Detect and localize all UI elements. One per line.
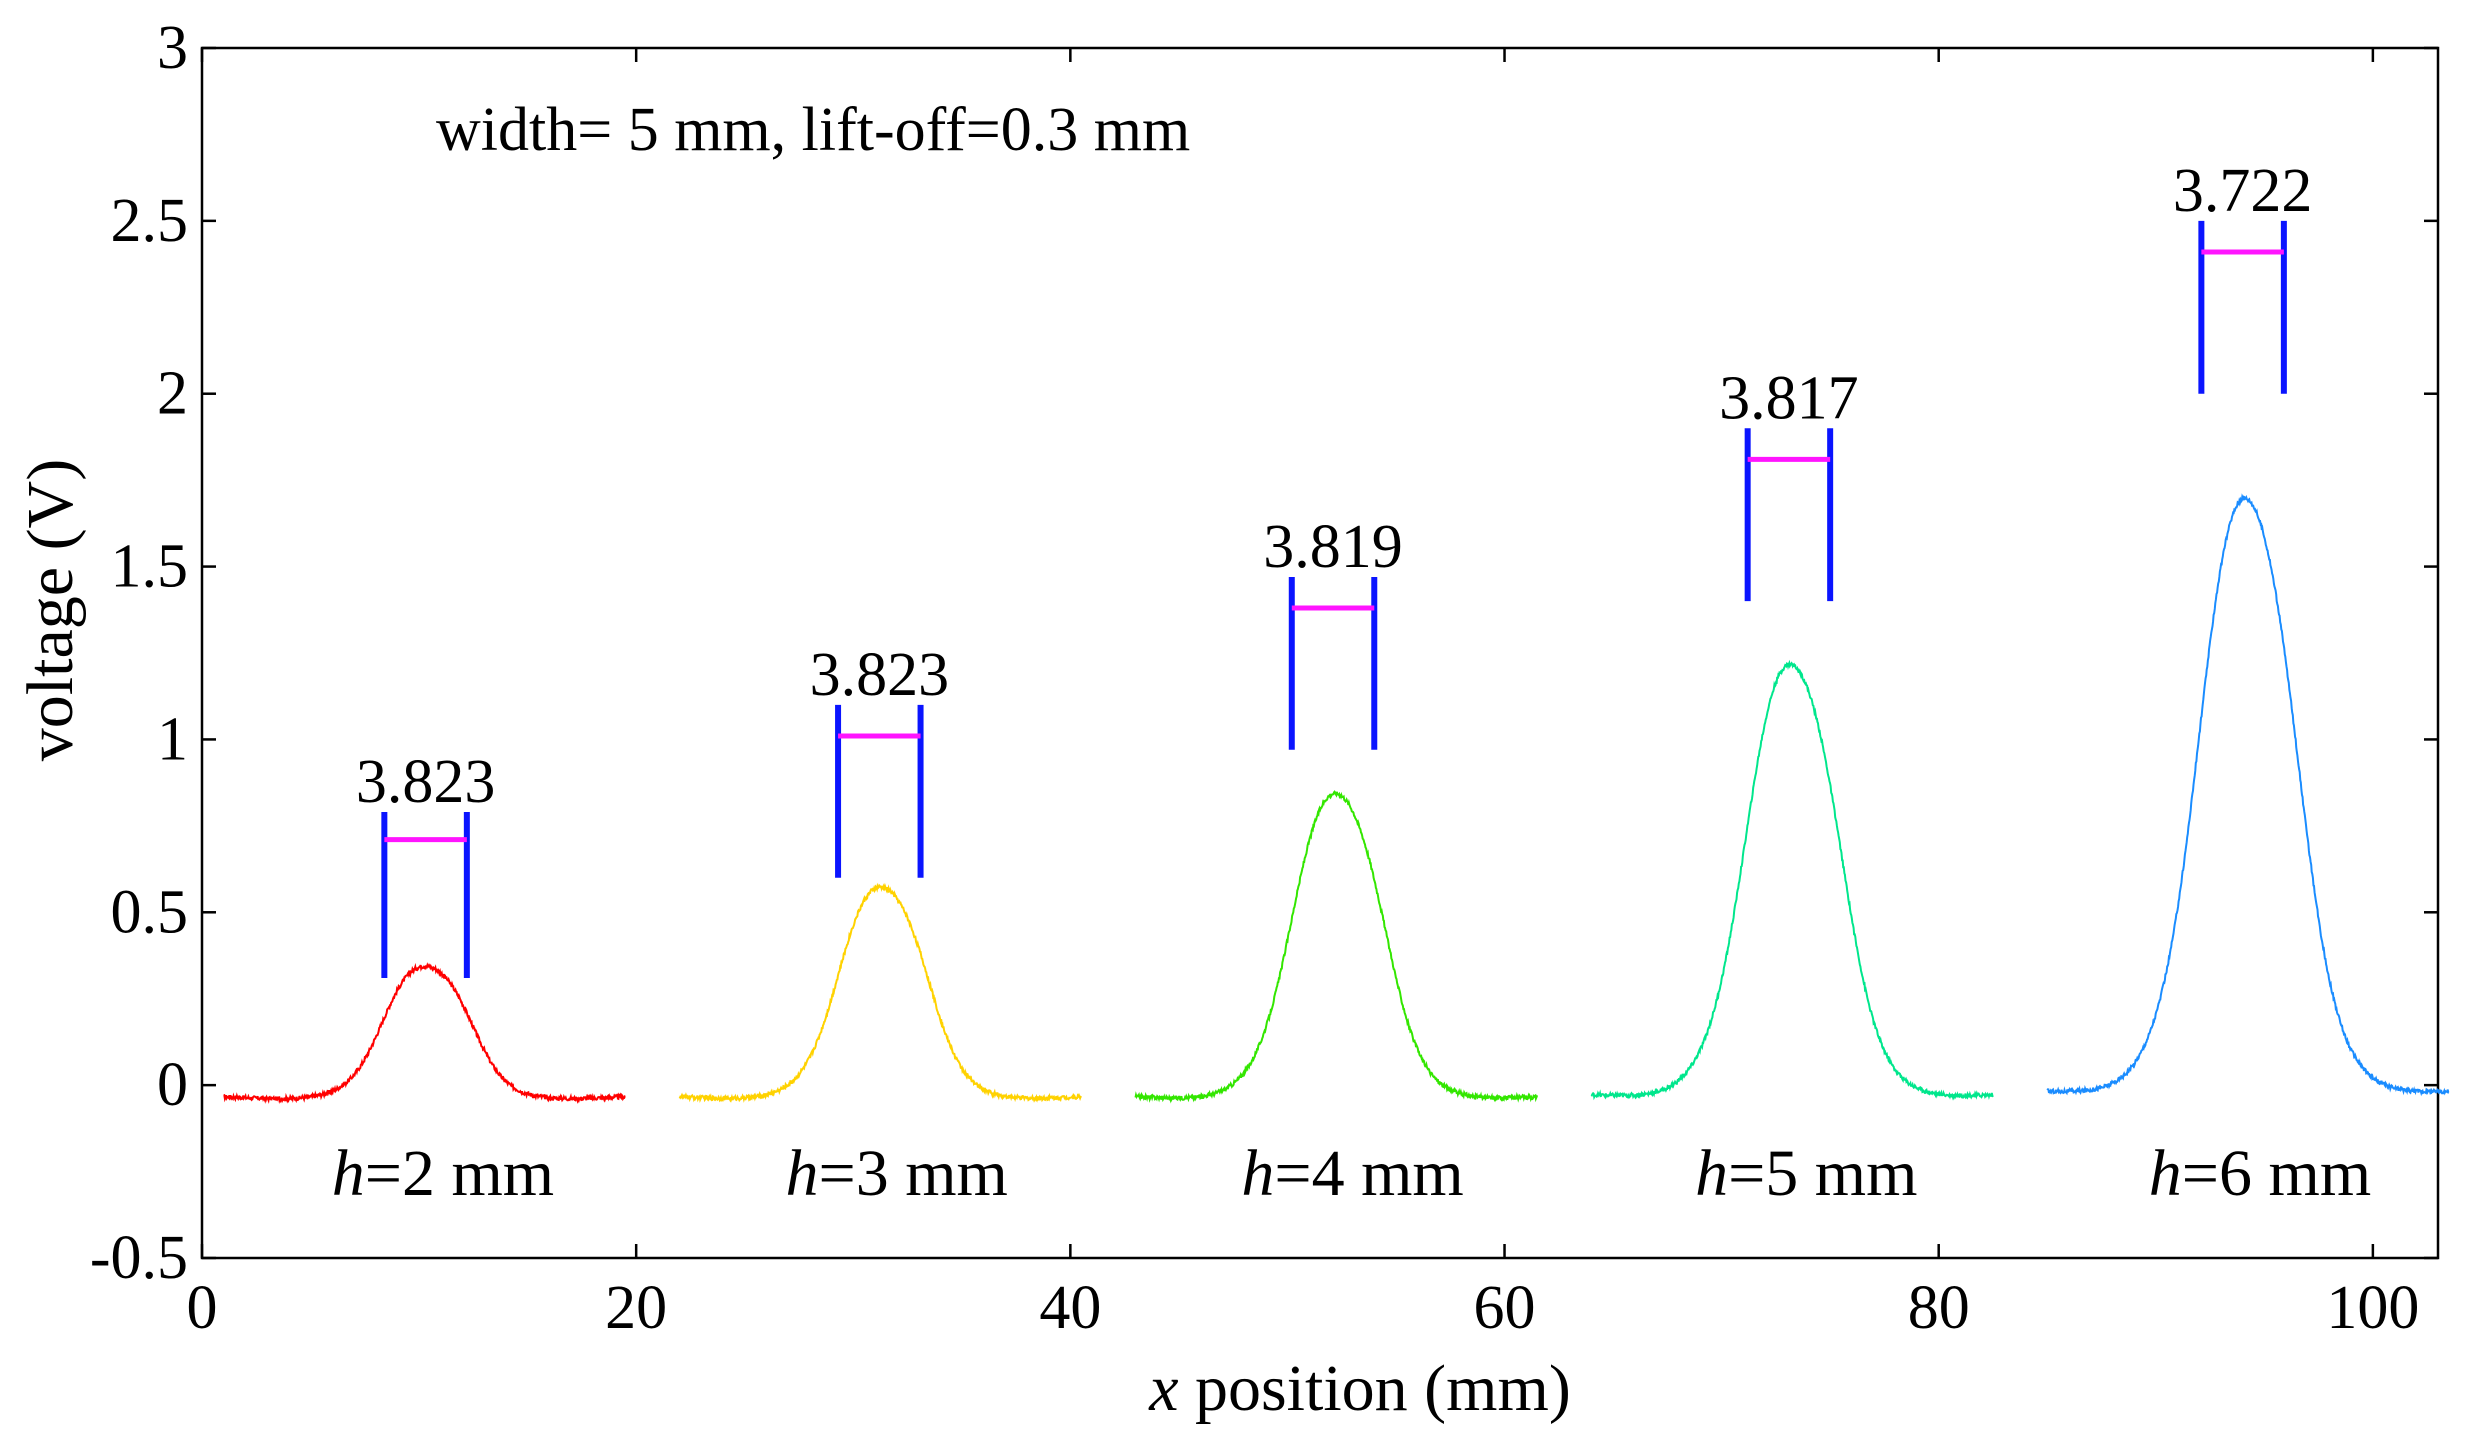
series-line-5 — [2046, 493, 2450, 1097]
series-layer — [223, 493, 2450, 1105]
peak-value-label: 3.823 — [810, 641, 950, 709]
height-label: h=3 mm — [785, 1137, 1007, 1210]
x-tick-label: 80 — [1908, 1274, 1970, 1342]
height-label: h=2 mm — [332, 1137, 554, 1210]
x-tick-label: 40 — [1039, 1274, 1101, 1342]
height-label-variable: h — [785, 1137, 818, 1210]
x-tick-label: 60 — [1474, 1274, 1536, 1342]
x-tick-label: 100 — [2326, 1274, 2419, 1342]
height-label-value: =4 mm — [1274, 1137, 1463, 1210]
series-line-4 — [1590, 659, 1994, 1101]
y-axis-label: voltage (V) — [14, 459, 87, 761]
x-tick-label: 0 — [187, 1274, 218, 1342]
y-tick-label: 2.5 — [111, 187, 189, 255]
height-label: h=5 mm — [1695, 1137, 1917, 1210]
height-label-value: =6 mm — [2182, 1137, 2371, 1210]
height-label-value: =3 mm — [818, 1137, 1007, 1210]
peak-value-label: 3.819 — [1263, 513, 1403, 581]
height-label-variable: h — [1695, 1137, 1728, 1210]
peak-value-label: 3.823 — [356, 748, 496, 816]
y-tick-label: 0.5 — [111, 878, 189, 946]
x-axis-label-variable: x — [1148, 1352, 1178, 1425]
series-line-2 — [678, 882, 1082, 1104]
height-label: h=6 mm — [2149, 1137, 2371, 1210]
x-axis-label-text: position (mm) — [1178, 1352, 1570, 1425]
height-label-value: =2 mm — [365, 1137, 554, 1210]
peak-value-label: 3.817 — [1719, 364, 1859, 432]
peak-value-label: 3.722 — [2173, 157, 2313, 225]
axis-ticks: 0 20 40 60 80 100-0.500.511.522.53 — [90, 14, 2438, 1342]
x-axis-label: x position (mm) — [1148, 1352, 1571, 1425]
y-tick-label: 1 — [157, 705, 188, 773]
x-tick-label: 20 — [605, 1274, 667, 1342]
height-label: h=4 mm — [1241, 1137, 1463, 1210]
chart-annotation: width= 5 mm, lift-off=0.3 mm — [436, 96, 1190, 164]
y-tick-label: 0 — [157, 1051, 188, 1119]
bracket-layer — [381, 220, 2287, 978]
height-label-value: =5 mm — [1728, 1137, 1917, 1210]
height-label-variable: h — [2149, 1137, 2182, 1210]
height-label-variable: h — [332, 1137, 365, 1210]
series-line-1 — [223, 962, 626, 1105]
y-tick-label: 3 — [157, 14, 188, 82]
y-tick-label: -0.5 — [90, 1224, 188, 1292]
y-tick-label: 2 — [157, 360, 188, 428]
height-label-variable: h — [1241, 1137, 1274, 1210]
y-tick-label: 1.5 — [111, 533, 189, 601]
plot-area — [200, 46, 2440, 1260]
series-line-3 — [1134, 790, 1539, 1104]
